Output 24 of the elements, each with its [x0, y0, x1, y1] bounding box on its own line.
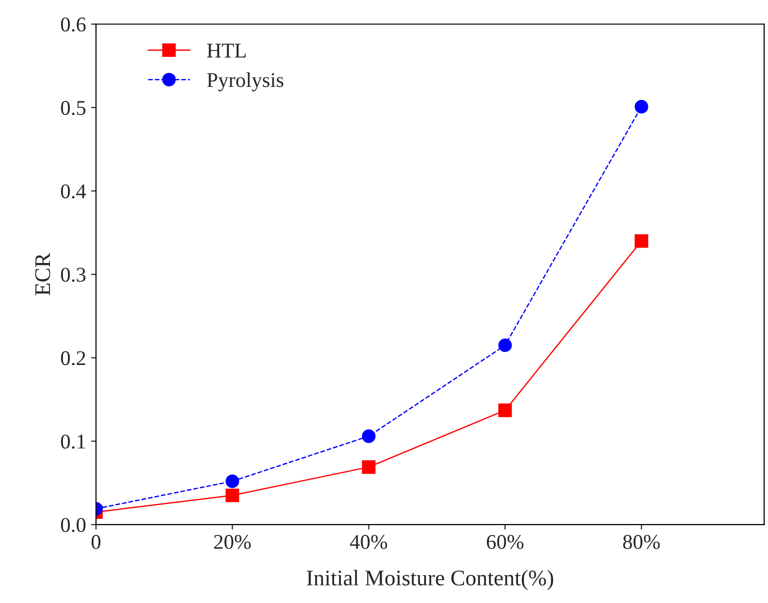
y-tick-label: 0.6	[61, 17, 86, 32]
y-tick-label: 0.4	[61, 184, 86, 198]
point	[362, 460, 376, 474]
y-axis-title: ECR	[35, 252, 50, 296]
legend-label: HTL	[207, 44, 246, 58]
y-tick-label: 0.3	[61, 268, 86, 282]
x-tick-label: 80%	[623, 534, 660, 550]
x-tick-label: 60%	[486, 534, 524, 550]
point	[498, 404, 512, 418]
point	[226, 474, 240, 488]
y-tick-label: 0.1	[61, 434, 86, 449]
x-tick-label: 20%	[214, 534, 251, 550]
point	[226, 488, 240, 502]
point	[498, 338, 512, 352]
y-tick-label: 0.5	[61, 100, 86, 116]
point	[634, 100, 648, 114]
y-tick-label: 0.0	[61, 518, 86, 532]
x-tick-label: 0	[92, 534, 100, 549]
x-axis-title: Initial Moisture Content(%)	[306, 570, 554, 590]
point	[362, 429, 376, 443]
y-tick-label: 0.2	[61, 351, 86, 366]
x-tick-label: 40%	[350, 534, 388, 550]
point	[634, 234, 648, 248]
legend-label: Pyrolysis	[207, 72, 284, 92]
